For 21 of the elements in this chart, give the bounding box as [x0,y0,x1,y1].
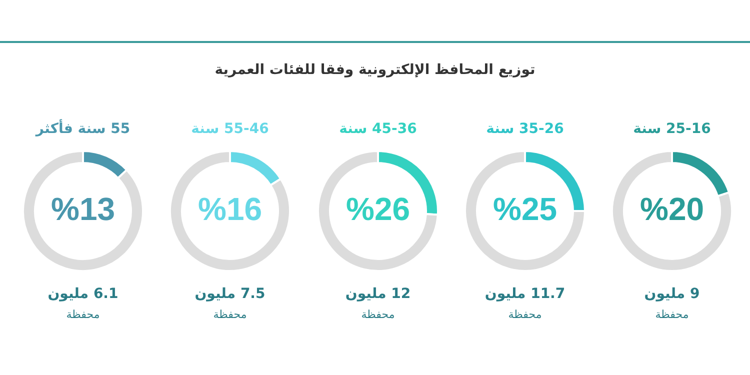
text: محفظة [65,308,101,321]
text: 11.7 مليون [484,286,566,302]
text: محفظة [654,308,690,321]
chart-title: 55 سنة فأكثر [34,118,132,139]
text: توزيع المحافظ الإلكترونية وفقا للفئات العمرية [214,62,536,78]
text: محفظة [507,308,543,321]
chart-title: 55-46 سنة [190,120,270,139]
data-label: %16 [198,190,262,227]
data-label: %26 [346,190,410,227]
data-label: %20 [640,190,704,227]
text: 12 مليون [344,286,412,302]
data-label: %13 [50,190,116,227]
text: محفظة [212,308,248,321]
data-label: %25 [492,190,558,227]
chart-title: 25-16 سنة [632,120,712,139]
text: 9 مليون [643,286,701,302]
chart-title: 45-36 سنة [338,120,418,139]
text: 7.5 مليون [194,286,266,302]
chart-title: 35-26 سنة [485,120,565,139]
text: 6.1 مليون [46,286,120,302]
text: محفظة [360,308,396,321]
